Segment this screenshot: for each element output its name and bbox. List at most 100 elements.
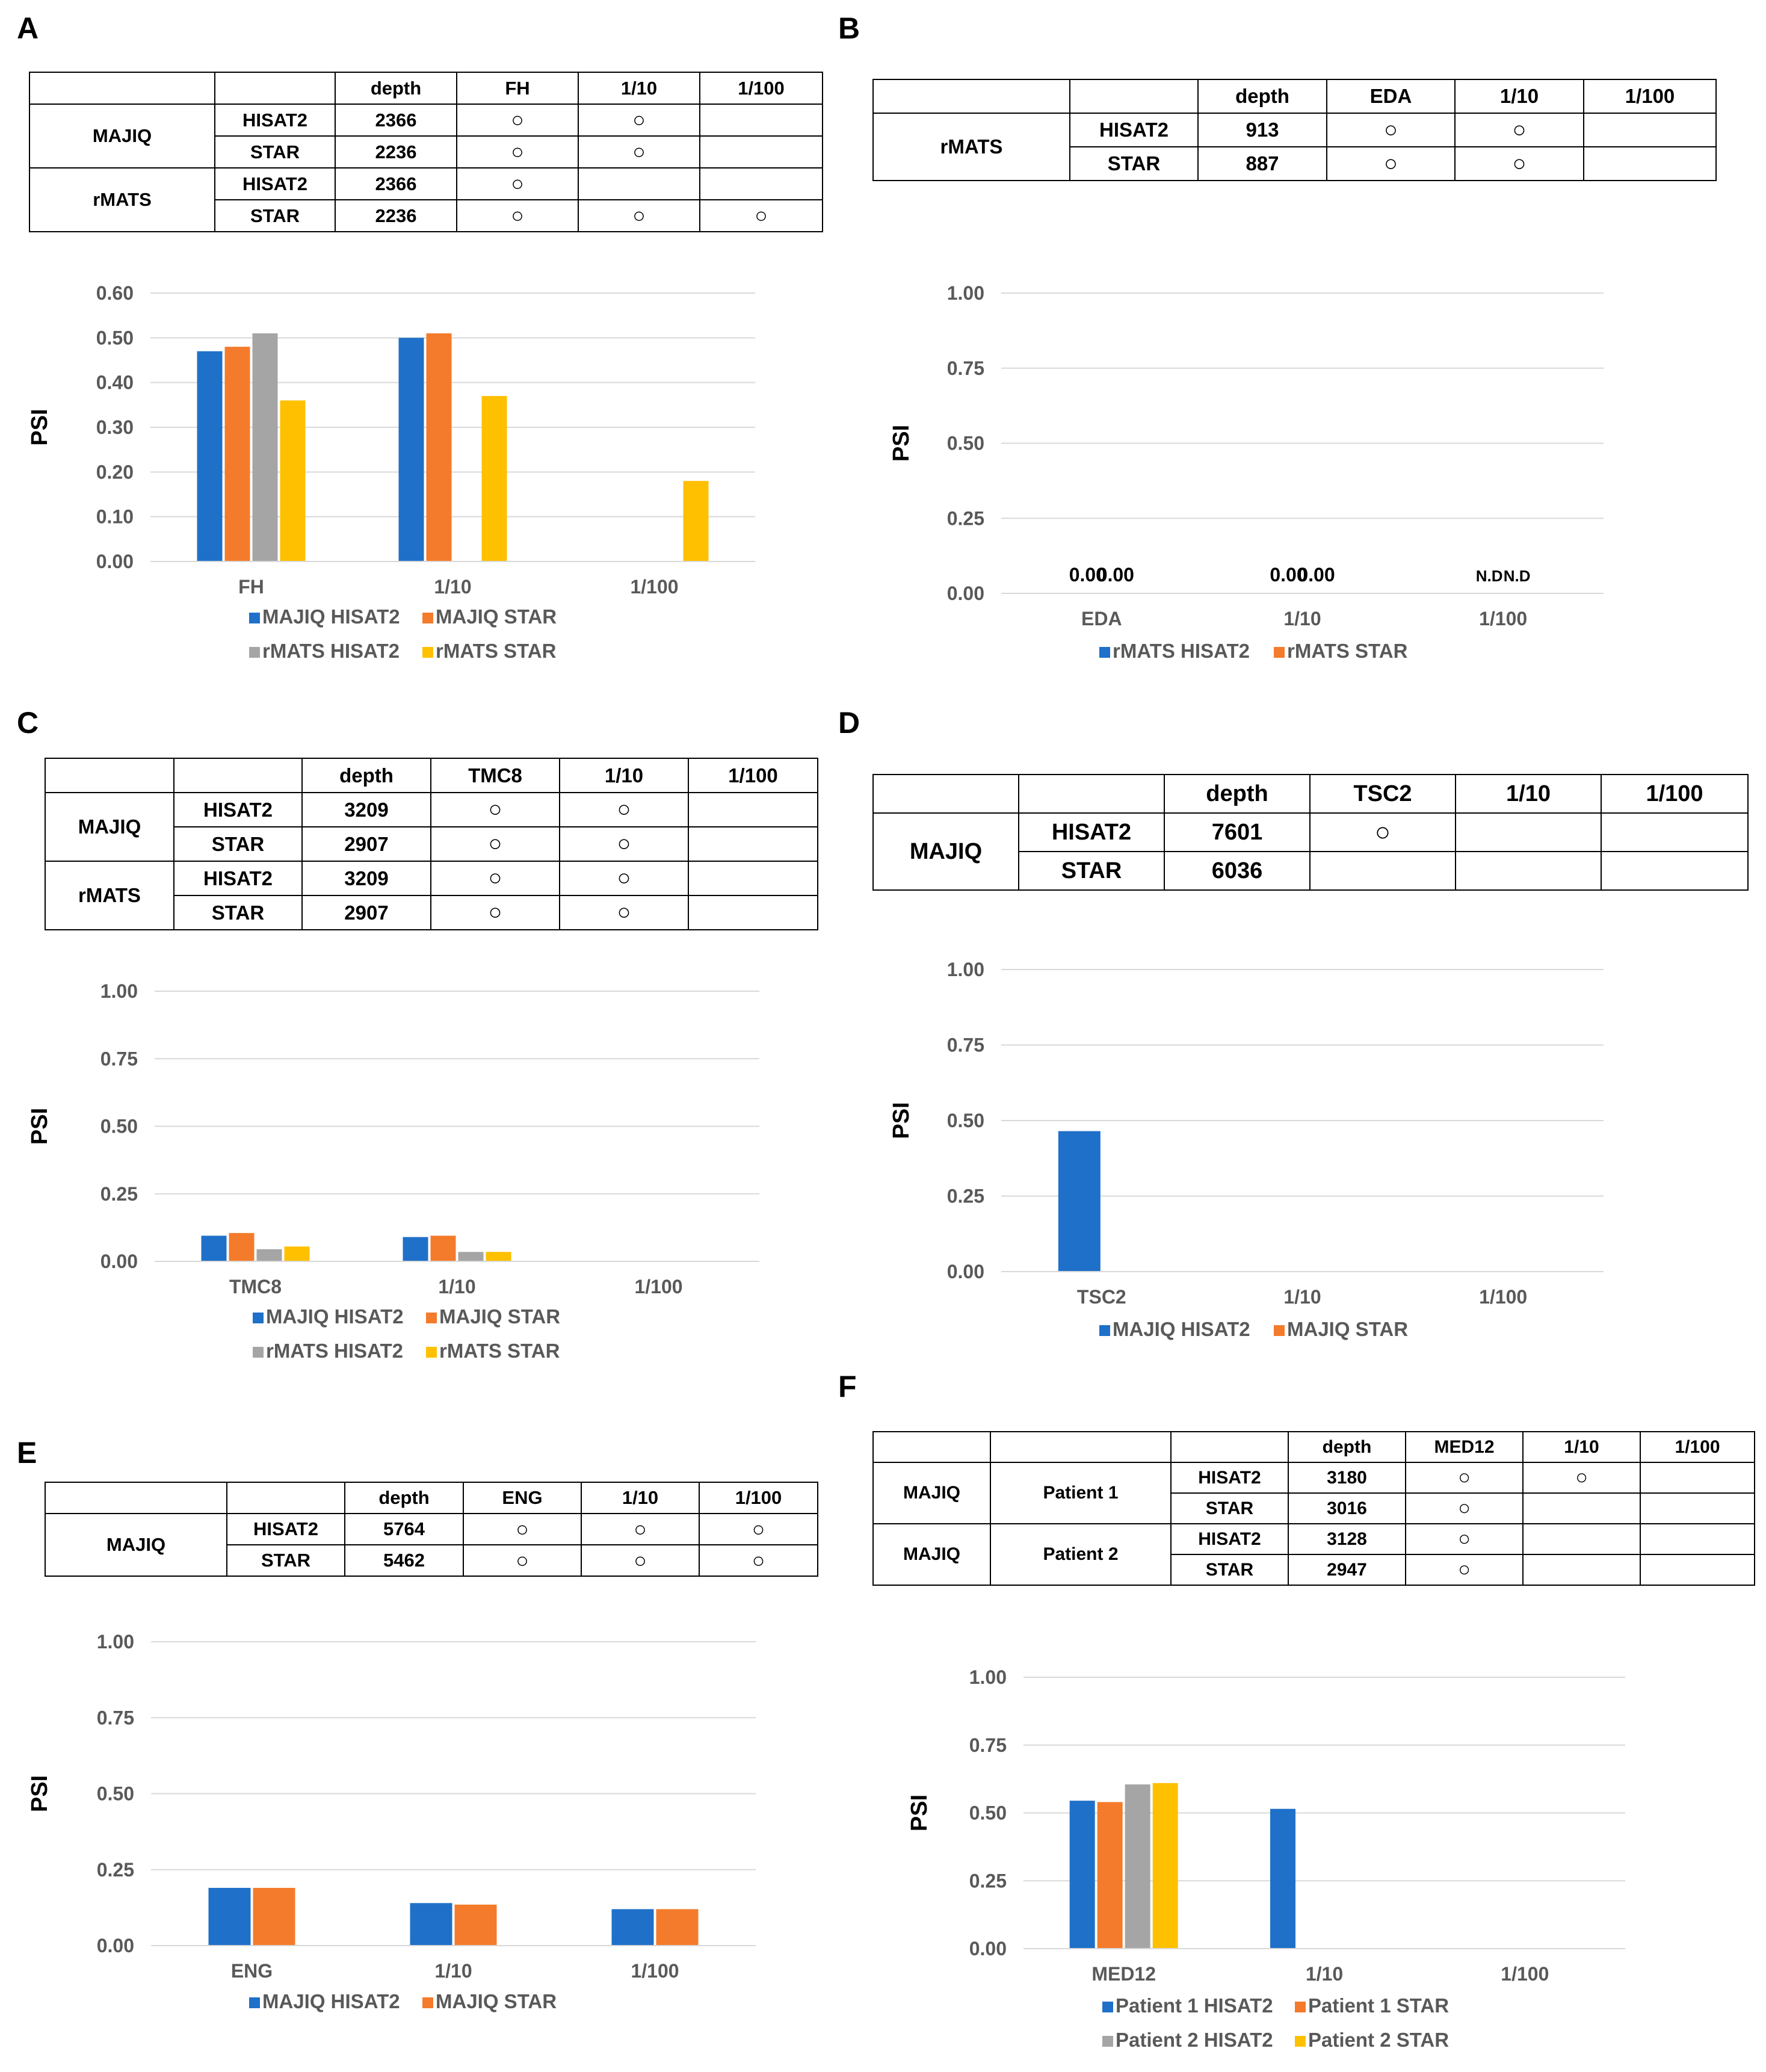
bar (1125, 1784, 1150, 1949)
detection-mark-cell (578, 167, 700, 200)
detection-mark-cell (688, 861, 818, 896)
bar (410, 1903, 452, 1946)
legend-label: MAJIQ STAR (439, 1305, 560, 1328)
tool-cell: MAJIQ (872, 1523, 991, 1586)
detection-mark-cell: ○ (430, 826, 560, 862)
y-axis-label: PSI (27, 1108, 52, 1145)
table-header-cell: MED12 (1405, 1431, 1524, 1463)
table-header-row: depth ENG 1/10 1/100 (45, 1482, 818, 1514)
detection-mark-cell (1455, 851, 1602, 891)
detection-mark-cell (688, 895, 818, 930)
table-header-cell (173, 758, 303, 793)
legend-swatch (249, 647, 260, 658)
detection-mark-cell: ○ (430, 895, 560, 930)
depth-cell: 2236 (335, 199, 457, 232)
table-header-cell (226, 1482, 345, 1514)
table-header-cell (45, 1482, 227, 1514)
legend-swatch (426, 1313, 437, 1323)
x-tick-label: 1/100 (1501, 1963, 1549, 1985)
y-tick-label: 0.25 (969, 1870, 1007, 1891)
y-tick-label: 0.50 (100, 1116, 138, 1137)
aligner-cell: STAR (1170, 1554, 1289, 1586)
detection-mark-cell: ○ (559, 826, 689, 862)
x-tick-label: 1/10 (1306, 1963, 1343, 1985)
bar (1058, 1131, 1101, 1272)
chart-d: 0.00 0.25 0.50 0.75 1.00 PSI TSC2 1/10 1/100 MAJI… (889, 959, 1604, 1340)
aligner-cell: HISAT2 (1170, 1523, 1289, 1555)
table-b: depth EDA 1/10 1/100 rMATS HISAT2 913 ○ ○ STAR 887… (872, 79, 1717, 181)
table-header-cell (872, 1431, 991, 1463)
y-tick-label: 0.75 (947, 1034, 984, 1056)
table-row: MAJIQ Patient 1 HISAT2 3180 ○ ○ (872, 1462, 1755, 1524)
legend-label: MAJIQ HISAT2 (266, 1305, 404, 1328)
table-header-cell: 1/100 (1640, 1431, 1755, 1463)
detection-mark-cell: ○ (559, 895, 689, 930)
detection-mark-cell: ○ (559, 861, 689, 896)
bar (486, 1252, 511, 1261)
table-row: STAR 3016 ○ (873, 1492, 1755, 1524)
x-tick-label: 1/100 (634, 1276, 682, 1297)
table-header-cell (214, 72, 336, 105)
chart-c: 0.00 0.25 0.50 0.75 1.00 PSI TMC8 1/10 1/100 MAJI… (27, 980, 759, 1362)
table-row: MAJIQ HISAT2 2366 ○ ○ (29, 104, 823, 169)
x-tick-label: EDA (1081, 608, 1122, 629)
table-header-cell: ENG (463, 1482, 582, 1514)
table-header-cell (872, 774, 1019, 814)
table-header-cell: 1/10 (559, 758, 689, 793)
y-tick-label: 0.25 (100, 1183, 138, 1205)
table-header-row: depth EDA 1/10 1/100 (872, 79, 1717, 114)
depth-cell: 887 (1197, 146, 1327, 181)
bar (252, 333, 278, 561)
aligner-cell: STAR (214, 135, 336, 169)
table-header-row: depth TSC2 1/10 1/100 (872, 774, 1749, 814)
detection-mark-cell: ○ (1309, 812, 1456, 852)
detection-mark-cell: ○ (1454, 146, 1584, 181)
detection-mark-cell (1640, 1492, 1755, 1524)
bar (1069, 1801, 1095, 1949)
detection-mark-cell (699, 104, 823, 137)
legend-label: MAJIQ STAR (436, 1990, 557, 2012)
table-header-cell (1069, 79, 1199, 114)
detection-mark-cell (1601, 851, 1749, 891)
detection-mark-cell: ○ (463, 1513, 582, 1545)
y-tick-label: 0.25 (97, 1859, 134, 1881)
data-label: N.D (1476, 567, 1503, 585)
depth-cell: 913 (1197, 113, 1327, 147)
legend-label: Patient 1 STAR (1308, 1994, 1449, 2017)
table-header-cell: depth (1288, 1431, 1406, 1463)
table-header-cell: 1/100 (688, 758, 818, 793)
x-tick-label: 1/100 (631, 1960, 679, 1982)
bar (1152, 1783, 1178, 1949)
legend-swatch (1099, 1325, 1110, 1336)
detection-mark-cell (1522, 1554, 1641, 1586)
y-tick-label: 0.00 (97, 1935, 134, 1956)
legend-label: rMATS STAR (439, 1340, 560, 1362)
y-tick-label: 0.00 (947, 1261, 984, 1282)
legend-label: MAJIQ HISAT2 (1113, 1318, 1250, 1340)
bar (426, 333, 452, 561)
tool-cell: rMATS (872, 113, 1070, 181)
depth-cell: 7601 (1164, 812, 1311, 852)
detection-mark-cell: ○ (1326, 146, 1456, 181)
table-header-cell: depth (1164, 774, 1311, 814)
panel-label-a: A (17, 11, 39, 45)
aligner-cell: HISAT2 (1170, 1462, 1289, 1494)
detection-mark-cell (699, 167, 823, 200)
aligner-cell: HISAT2 (1018, 812, 1165, 852)
detection-mark-cell (1601, 812, 1749, 852)
y-axis-label: PSI (889, 1102, 914, 1139)
table-header-cell: depth (1197, 79, 1327, 114)
depth-cell: 2236 (335, 135, 457, 169)
legend-label: rMATS HISAT2 (262, 640, 400, 662)
legend-label: Patient 2 STAR (1308, 2029, 1449, 2051)
y-tick-label: 0.60 (96, 282, 134, 304)
aligner-cell: STAR (1069, 146, 1199, 181)
detection-mark-cell: ○ (456, 104, 579, 137)
detection-mark-cell (1640, 1554, 1755, 1586)
detection-mark-cell: ○ (430, 792, 560, 827)
legend-label: rMATS STAR (1287, 640, 1408, 662)
table-row: rMATS HISAT2 2366 ○ (29, 167, 823, 232)
aligner-cell: STAR (173, 895, 303, 930)
y-tick-label: 0.75 (969, 1734, 1007, 1756)
y-axis-label: PSI (889, 425, 914, 462)
